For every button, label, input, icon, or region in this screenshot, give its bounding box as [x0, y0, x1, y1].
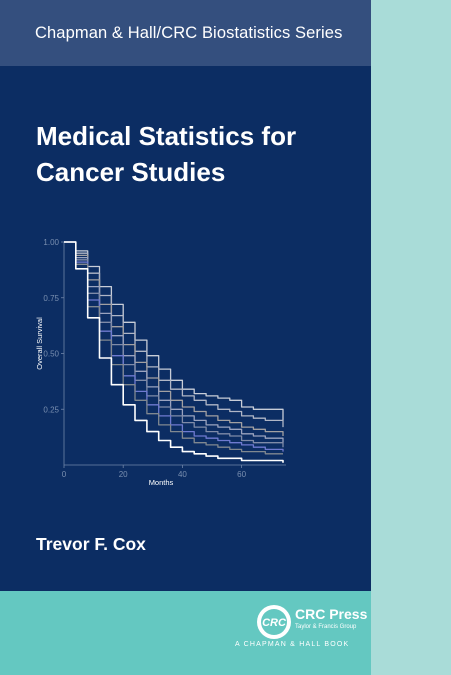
series-title: Chapman & Hall/CRC Biostatistics Series — [35, 23, 343, 42]
publisher-group: Taylor & Francis Group — [295, 624, 357, 630]
survival-chart: 1.00 0.75 0.50 0.25 0 20 40 60 Months Overall Sur… — [35, 238, 286, 487]
survival-curve-2 — [64, 241, 284, 428]
x-tick-label: 60 — [237, 470, 246, 479]
y-tick-label: 1.00 — [43, 238, 59, 247]
series-band: Chapman & Hall/CRC Biostatistics Series — [0, 0, 371, 66]
author-name: Trevor F. Cox — [36, 534, 146, 554]
cover-main-panel — [0, 66, 371, 591]
survival-curve-4 — [64, 241, 284, 443]
survival-curve-1 — [64, 241, 284, 421]
crc-press-logo-icon: CRC — [257, 605, 291, 639]
book-title-line-2: Cancer Studies — [36, 157, 226, 187]
x-tick-label: 0 — [62, 470, 67, 479]
publisher-name: CRC Press — [295, 606, 368, 622]
y-tick-label: 0.50 — [43, 350, 59, 359]
x-axis-label: Months — [149, 478, 174, 487]
chart-axes: 1.00 0.75 0.50 0.25 0 20 40 60 Months Overall Sur… — [35, 238, 286, 487]
y-axis-label: Overall Survival — [35, 317, 44, 370]
book-spine — [371, 0, 451, 675]
chart-series — [64, 241, 284, 463]
x-tick-label: 40 — [178, 470, 187, 479]
book-title: Medical Statistics for Cancer Studies — [36, 118, 366, 190]
book-title-line-1: Medical Statistics for — [36, 121, 297, 151]
x-tick-label: 20 — [119, 470, 128, 479]
publisher-band — [0, 591, 371, 675]
y-tick-label: 0.75 — [43, 294, 59, 303]
imprint-text: A CHAPMAN & HALL BOOK — [235, 641, 350, 648]
logo-text: CRC — [262, 617, 287, 629]
survival-curve-8 — [64, 241, 284, 463]
y-tick-label: 0.25 — [43, 405, 59, 414]
